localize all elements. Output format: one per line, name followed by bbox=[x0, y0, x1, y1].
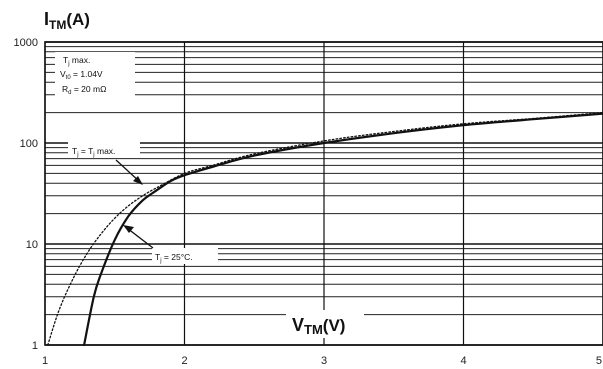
series-layer bbox=[47, 111, 603, 347]
arrow-tj-max-head bbox=[133, 176, 143, 185]
y-axis-title: ITM(A) bbox=[44, 9, 90, 32]
x-axis-title-unit: (V) bbox=[323, 316, 346, 335]
label-tj-max-b-sub: j bbox=[92, 152, 94, 158]
param-vt0-rest: = 1.04V bbox=[71, 69, 103, 79]
x-axis-title-main: V bbox=[292, 315, 304, 335]
x-tick-labels: 1 2 3 4 5 bbox=[42, 355, 602, 367]
plot-frame bbox=[44, 41, 603, 346]
x-axis-title-sub: TM bbox=[304, 322, 323, 337]
x-tick-label: 2 bbox=[181, 355, 187, 367]
label-tj-max-bg bbox=[68, 142, 140, 158]
x-tick-label: 3 bbox=[321, 355, 327, 367]
y-axis-title-main: I bbox=[44, 9, 49, 29]
label-tj-25-a-sub: j bbox=[159, 258, 161, 264]
x-tick-label: 4 bbox=[460, 355, 466, 367]
param-vt0-main: V bbox=[60, 69, 66, 79]
label-tj-max-rest: max. bbox=[95, 146, 116, 156]
x-tick-label: 1 bbox=[42, 355, 48, 367]
label-tj-max-a-sub: j bbox=[76, 152, 78, 158]
param-vt0-sub: t0 bbox=[66, 75, 72, 81]
y-axis-title-bg bbox=[40, 5, 106, 31]
series-line-tj-max bbox=[47, 111, 603, 346]
x-axis-title: VTM(V) bbox=[292, 315, 345, 337]
y-tick-label: 10 bbox=[26, 239, 38, 251]
arrow-tj-25-head bbox=[123, 225, 134, 233]
y-tick-labels: 1 10 100 1000 bbox=[14, 37, 38, 352]
label-tj-max: Tj = Tj max. bbox=[72, 146, 115, 158]
x-axis-title-bg bbox=[286, 310, 364, 338]
parameter-box-bg bbox=[55, 52, 135, 98]
y-axis-title-sub: TM bbox=[49, 18, 66, 32]
label-tj-max-a: T bbox=[72, 146, 77, 156]
param-tj-sub: j bbox=[67, 61, 69, 67]
param-rd-main: R bbox=[62, 84, 68, 94]
y-axis-title-unit: (A) bbox=[66, 10, 90, 29]
y-tick-label: 1 bbox=[32, 340, 38, 352]
param-tj-main: T bbox=[63, 55, 68, 65]
param-rd-sub: d bbox=[68, 90, 71, 96]
label-tj-25-rest: = 25°C. bbox=[162, 252, 193, 262]
param-rd-rest: = 20 mΩ bbox=[71, 84, 106, 94]
param-tj-max: Tj max. bbox=[63, 55, 90, 67]
param-vt0: Vt0 = 1.04V bbox=[60, 69, 103, 81]
label-tj-max-b: = T bbox=[79, 146, 94, 156]
param-rd: Rd = 20 mΩ bbox=[62, 84, 106, 96]
label-tj-25-bg bbox=[152, 248, 218, 264]
param-tj-rest: max. bbox=[70, 55, 91, 65]
label-tj-25: Tj = 25°C. bbox=[155, 252, 193, 264]
x-tick-label: 5 bbox=[596, 355, 602, 367]
arrow-tj-25-shaft bbox=[126, 227, 154, 249]
label-tj-25-a: T bbox=[155, 252, 160, 262]
y-tick-label: 100 bbox=[20, 138, 38, 150]
y-tick-label: 1000 bbox=[14, 37, 38, 49]
series-line-tj-25 bbox=[83, 112, 603, 347]
